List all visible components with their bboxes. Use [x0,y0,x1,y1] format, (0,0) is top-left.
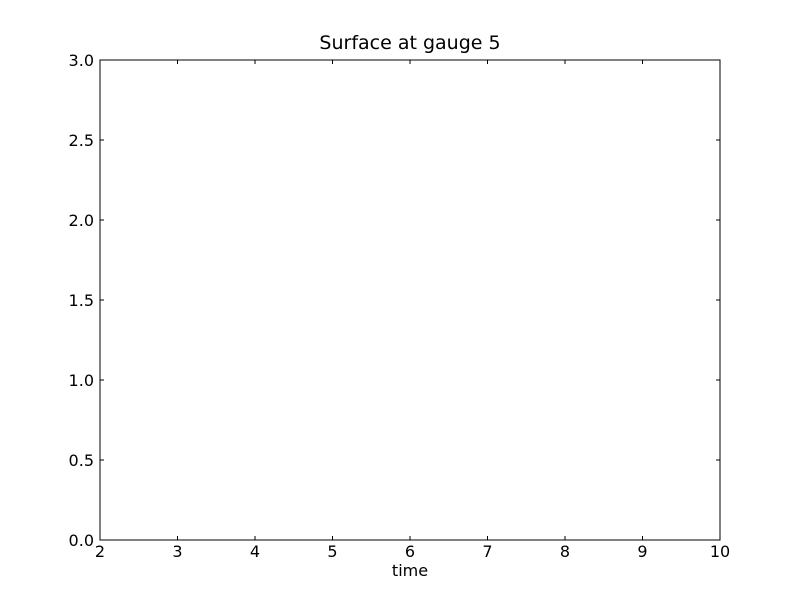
y-tick-label: 1.0 [69,371,94,390]
x-tick-label: 3 [172,542,182,561]
y-tick-label: 0.0 [69,531,94,550]
x-axis-label: time [392,561,428,580]
y-tick-label: 2.0 [69,211,94,230]
y-tick-label: 3.0 [69,51,94,70]
x-tick-label: 9 [637,542,647,561]
x-axis: 2 3 4 5 6 7 8 9 10 [95,60,730,561]
y-axis: 0.0 0.5 1.0 1.5 2.0 2.5 3.0 [69,51,720,550]
x-tick-label: 8 [560,542,570,561]
y-tick-label: 1.5 [69,291,94,310]
chart-title: Surface at gauge 5 [319,32,500,54]
x-tick-label: 10 [710,542,730,561]
x-tick-label: 5 [327,542,337,561]
x-tick-label: 6 [405,542,415,561]
x-tick-label: 4 [250,542,260,561]
x-tick-label: 2 [95,542,105,561]
y-tick-label: 0.5 [69,451,94,470]
y-tick-label: 2.5 [69,131,94,150]
x-tick-label: 7 [482,542,492,561]
